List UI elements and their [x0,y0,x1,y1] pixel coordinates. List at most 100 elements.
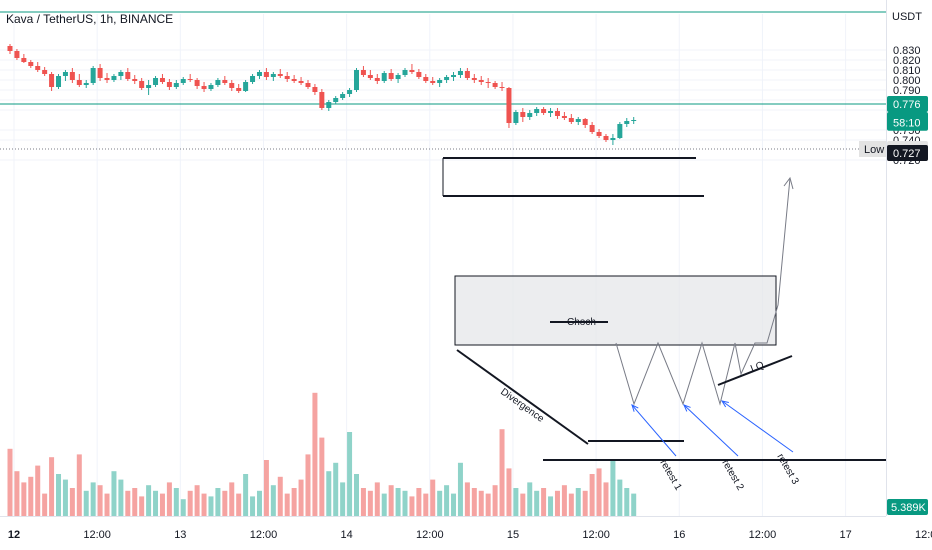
volume-bar [173,488,179,516]
volume-bar [478,490,484,516]
volume-tag-label: 5.389K [891,502,927,514]
volume-bar [554,490,560,516]
candle-body [340,94,346,98]
volume-bar [423,493,429,516]
candle-body [166,82,172,87]
retest-2-arrow[interactable] [683,404,739,457]
candle-body [277,74,283,76]
candle-body [548,111,554,113]
volume-bar [35,465,41,516]
time-tick-label: 12:00 [416,529,444,541]
candle-body [319,92,325,108]
volume-bar [215,488,221,516]
volume-bar [76,454,82,516]
volume-bar [492,485,498,516]
volume-bar [541,488,547,516]
volume-bar [437,490,443,516]
volume-bar [111,471,117,516]
candle-body [153,78,159,85]
candle-body [305,83,311,87]
candle-body [118,72,124,76]
retest-1-arrow[interactable] [631,404,677,457]
volume-bar [284,493,290,516]
candle-body [298,81,304,83]
lq-line[interactable] [717,355,793,386]
volume-bar [548,496,554,516]
candle-body [21,58,27,62]
candle-body [527,113,533,117]
volume-bar [118,479,124,516]
candle-body [56,76,62,87]
candle-body [444,77,450,80]
volume-bar [534,490,540,516]
time-tick-label: 13 [174,529,186,541]
candle-body [236,88,242,91]
volume-bar [631,493,637,516]
candle-body [28,62,34,66]
volume-bar [291,488,297,516]
candle-body [173,83,179,87]
retest-3-arrow[interactable] [721,400,794,453]
time-tick-label: 17 [839,529,851,541]
volume-bar [243,474,249,516]
candle-body [49,74,55,87]
candle-body [250,76,256,82]
volume-bar [21,482,27,516]
price-axis-panel [887,0,932,550]
candle-body [69,72,75,80]
volume-bar [430,479,436,516]
supply-zone-rectangle[interactable] [454,275,777,346]
time-tick-label: 16 [673,529,685,541]
volume-bar [575,488,581,516]
low-tag-prefix: Low [864,144,884,156]
candle-body [575,119,581,122]
candle-body [208,85,214,89]
candle-body [423,77,429,81]
volume-bar [347,432,353,516]
projected-path[interactable] [615,177,791,406]
lq-label: LQ [749,360,766,375]
candle-body [561,116,567,118]
volume-bar [444,485,450,516]
volume-bar [340,482,346,516]
volume-bar [83,490,89,516]
volume-bar [582,490,588,516]
candle-body [312,87,318,92]
time-tick-label: 15 [507,529,519,541]
candle-body [416,72,422,77]
chart-title: Kava / TetherUS, 1h, BINANCE [6,12,173,26]
candle-body [478,80,484,82]
candle-body [513,112,519,123]
candle-body [437,80,443,83]
candle-body [347,90,353,94]
volume-bar [153,490,159,516]
candle-body [541,109,547,113]
candle-body [333,98,339,102]
price-tag-label: 0.727 [893,148,921,160]
candle-body [464,71,470,78]
time-tick-label: 12:00 [582,529,610,541]
volume-bar [464,482,470,516]
volume-bar [222,490,228,516]
candle-body [568,118,574,122]
volume-bar [62,479,68,516]
volume-bar [326,471,332,516]
candle-body [159,78,165,82]
divergence-line[interactable] [456,349,589,445]
volume-bar [298,479,304,516]
price-tick-label: 0.820 [893,55,921,67]
candle-body [180,79,186,83]
candle-body [194,80,200,86]
volume-bar [312,392,318,516]
retest-2-arrowhead [683,404,691,412]
candle-body [229,83,235,88]
candle-body [534,109,540,113]
volume-bar [603,482,609,516]
volume-bar [7,448,13,516]
candle-body [402,70,408,75]
candle-body [97,68,103,78]
volume-bar [402,490,408,516]
candle-body [256,72,262,76]
